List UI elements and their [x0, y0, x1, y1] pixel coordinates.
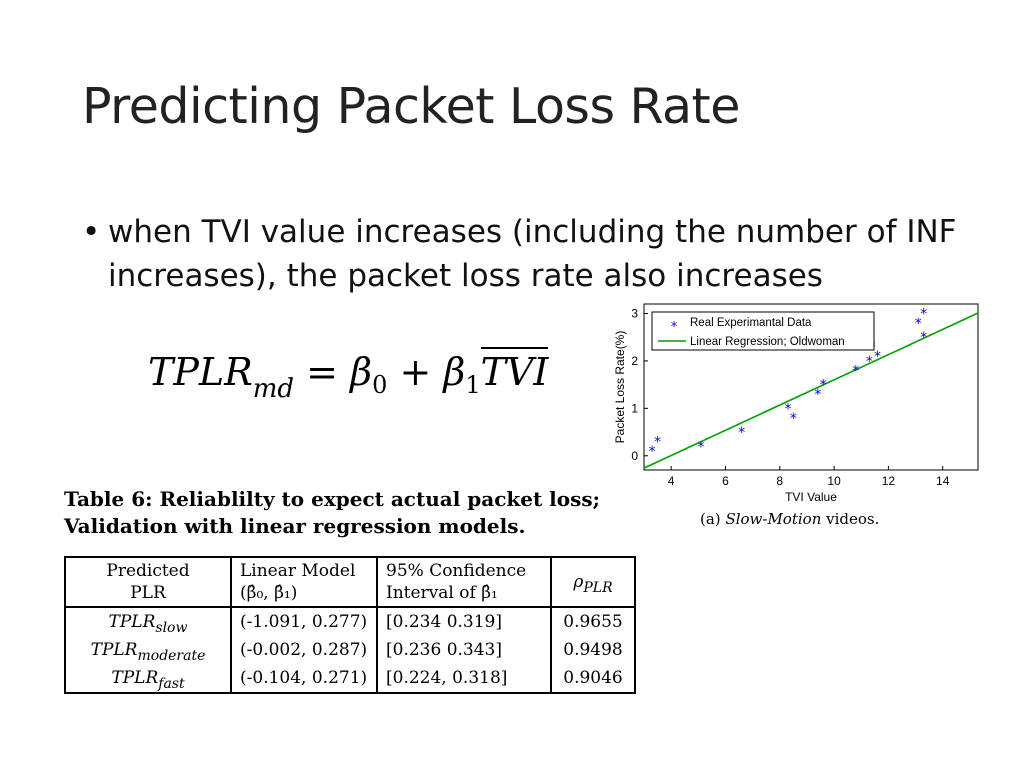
row-name: TPLRfast — [64, 664, 232, 694]
data-point: * — [738, 425, 746, 441]
data-point: * — [653, 435, 661, 451]
header-rho: ρPLR — [550, 556, 636, 608]
row-rho: 0.9498 — [550, 636, 636, 664]
formula-lhs-sub: md — [252, 374, 295, 404]
data-point: * — [819, 378, 827, 394]
data-point: * — [919, 330, 927, 346]
legend-label-regression: Linear Regression; Oldwoman — [690, 336, 845, 348]
formula-beta1: β — [443, 350, 466, 394]
y-tick-label: 1 — [631, 401, 638, 415]
formula-beta0: β — [350, 350, 373, 394]
table-row: TPLRmoderate (-0.002, 0.287) [0.236 0.34… — [64, 636, 636, 664]
data-point: * — [852, 363, 860, 379]
x-tick-label: 4 — [668, 474, 675, 488]
x-tick-label: 12 — [882, 474, 896, 488]
row-model: (-0.104, 0.271) — [230, 664, 378, 694]
header-confidence: 95% Confidence Interval of β̂₁ — [376, 556, 552, 608]
formula-equals: = — [306, 350, 339, 394]
row-name: TPLRslow — [64, 606, 232, 636]
header-linear-l1: Linear Model — [240, 561, 356, 581]
table-row: TPLRfast (-0.104, 0.271) [0.224, 0.318] … — [64, 664, 636, 694]
bullet-point: • when TVI value increases (including th… — [82, 210, 962, 298]
data-point: * — [919, 306, 927, 322]
legend-box — [651, 311, 875, 351]
header-predicted-l2: PLR — [130, 583, 166, 603]
chart-caption-prefix: (a) — [700, 510, 721, 528]
header-rho-sub: PLR — [583, 579, 613, 596]
x-tick-label: 14 — [936, 474, 950, 488]
formula-plus: + — [399, 350, 432, 394]
row-name-base: TPLR — [108, 612, 156, 632]
formula-beta1-sub: 1 — [465, 371, 481, 399]
header-predicted: Predicted PLR — [64, 556, 232, 608]
data-point: * — [648, 444, 656, 460]
row-model: (-0.002, 0.287) — [230, 636, 378, 664]
row-ci: [0.234 0.319] — [376, 606, 552, 636]
header-predicted-l1: Predicted — [106, 561, 190, 581]
header-rho-symbol: ρ — [573, 571, 584, 592]
legend-label-data: Real Experimantal Data — [690, 317, 812, 329]
legend-marker: * — [670, 320, 678, 335]
x-tick-label: 6 — [722, 474, 729, 488]
data-point: * — [865, 354, 873, 370]
data-point: * — [789, 411, 797, 427]
formula-beta0-sub: 0 — [372, 371, 388, 399]
y-tick-label: 2 — [631, 354, 638, 368]
row-rho: 0.9046 — [550, 664, 636, 694]
data-point: * — [697, 439, 705, 455]
x-tick-label: 10 — [827, 474, 841, 488]
data-point: * — [914, 316, 922, 332]
chart-caption-suffix: videos. — [826, 510, 880, 528]
row-name-base: TPLR — [90, 640, 138, 660]
data-point: * — [784, 401, 792, 417]
row-name-sub: fast — [158, 676, 185, 692]
table-caption: Table 6: Reliablilty to expect actual pa… — [64, 487, 601, 538]
row-model: (-1.091, 0.277) — [230, 606, 378, 636]
table-header-row: Predicted PLR Linear Model (β̂₀, β̂₁) 95… — [64, 556, 636, 608]
formula-tvi-mean: TVI — [480, 347, 549, 394]
header-ci-l2: Interval of β̂₁ — [386, 583, 498, 603]
bullet-text: when TVI value increases (including the … — [108, 214, 957, 294]
regression-table: Predicted PLR Linear Model (β̂₀, β̂₁) 95… — [64, 556, 636, 694]
data-point: * — [873, 349, 881, 365]
row-name-sub: moderate — [137, 648, 206, 664]
row-name: TPLRmoderate — [64, 636, 232, 664]
row-rho: 0.9655 — [550, 606, 636, 636]
x-axis-label: TVI Value — [785, 490, 837, 504]
slide-title: Predicting Packet Loss Rate — [82, 78, 740, 135]
y-tick-label: 3 — [631, 306, 638, 320]
row-ci: [0.224, 0.318] — [376, 664, 552, 694]
y-axis-label: Packet Loss Rate(%) — [613, 331, 627, 444]
row-name-base: TPLR — [111, 668, 159, 688]
data-point: * — [814, 387, 822, 403]
header-linear-l2: (β̂₀, β̂₁) — [240, 583, 298, 603]
regression-formula: TPLRmd = β0 + β1TVI — [148, 347, 549, 404]
header-linear-model: Linear Model (β̂₀, β̂₁) — [230, 556, 378, 608]
chart-caption-italic: Slow-Motion — [725, 510, 822, 528]
x-tick-label: 8 — [776, 474, 783, 488]
bullet-marker: • — [82, 214, 101, 250]
row-name-sub: slow — [155, 620, 188, 636]
row-ci: [0.236 0.343] — [376, 636, 552, 664]
y-tick-label: 0 — [631, 449, 638, 463]
chart-caption: (a) Slow-Motion videos. — [700, 510, 879, 528]
regression-line — [643, 312, 979, 469]
header-ci-l1: 95% Confidence — [386, 561, 527, 581]
formula-lhs: TPLR — [148, 350, 253, 394]
table-row: TPLRslow (-1.091, 0.277) [0.234 0.319] 0… — [64, 606, 636, 636]
